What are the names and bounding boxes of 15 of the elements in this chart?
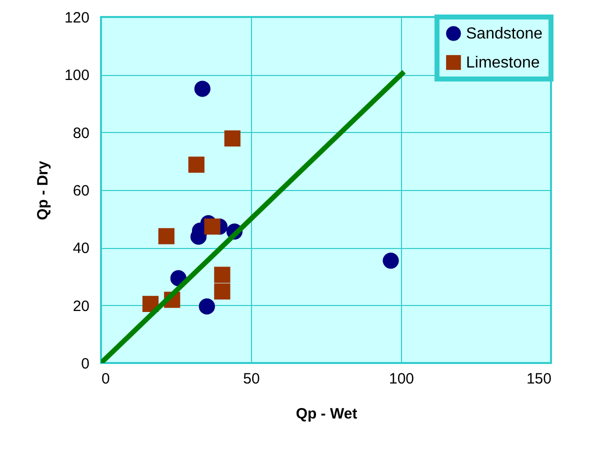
y-tick-label: 60 — [72, 182, 90, 200]
y-tick-label: 40 — [72, 240, 90, 258]
y-tick-label: 20 — [72, 298, 90, 315]
x-tick-label: 50 — [243, 370, 260, 388]
y-tick-label: 100 — [64, 67, 90, 84]
x-tick-label: 0 — [102, 370, 110, 388]
y-tick-label: 80 — [72, 124, 90, 142]
legend-label: Limestone — [466, 54, 540, 72]
x-axis-title: Qp - Wet — [296, 406, 358, 422]
x-tick-label: 100 — [388, 370, 414, 388]
x-tick-label: 150 — [526, 370, 552, 388]
y-tick-label: 0 — [81, 356, 90, 372]
legend-label: Sandstone — [466, 26, 543, 42]
y-tick-label: 120 — [64, 10, 90, 26]
y-axis-title: Qp - Dry — [34, 160, 52, 220]
